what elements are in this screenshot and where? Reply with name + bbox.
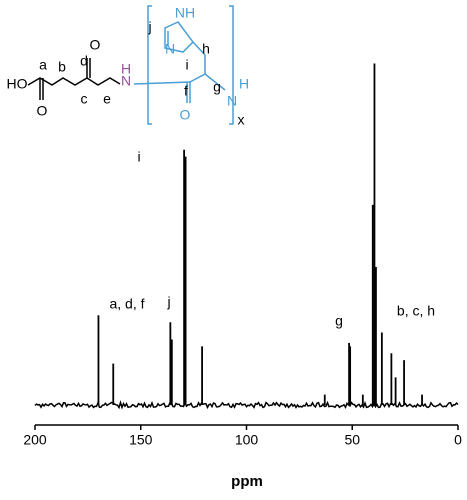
structure-label: b	[58, 59, 66, 75]
structure-label: j	[147, 19, 151, 35]
peak-annotation: j	[166, 294, 170, 310]
structure-label: O	[180, 107, 191, 123]
peak-annotation: b, c, h	[397, 303, 435, 319]
x-tick-label: 150	[129, 432, 153, 448]
x-tick-label: 50	[344, 432, 360, 448]
baseline-noise	[34, 400, 459, 410]
structure-label: i	[185, 57, 188, 73]
structure-label: NH	[175, 5, 195, 21]
x-tick-label: 0	[454, 432, 462, 448]
structure-label: x	[238, 112, 245, 128]
structure-label: HO	[7, 76, 28, 92]
structure-label: g	[213, 79, 221, 95]
structure-label: e	[103, 91, 111, 107]
structure-label: H	[239, 76, 249, 92]
peak-annotation: i	[137, 149, 140, 165]
structure-label: N	[227, 93, 237, 109]
structure-label: h	[202, 41, 210, 57]
structure-label: c	[81, 91, 88, 107]
peak-annotation: g	[335, 313, 343, 329]
structure-label: a	[39, 57, 47, 73]
structure-label: N	[165, 41, 175, 57]
structure-label: H	[121, 61, 131, 77]
structure-label: N	[121, 73, 131, 89]
x-tick-label: 200	[23, 432, 47, 448]
structure-label: O	[90, 37, 101, 53]
x-tick-label: 100	[235, 432, 259, 448]
x-axis-label: ppm	[231, 473, 263, 490]
structure-label: f	[184, 83, 188, 99]
peak-annotation: a, d, f	[109, 296, 144, 312]
structure-bonds	[27, 5, 234, 125]
structure-label: d	[80, 53, 88, 69]
structure-label: O	[37, 103, 48, 119]
